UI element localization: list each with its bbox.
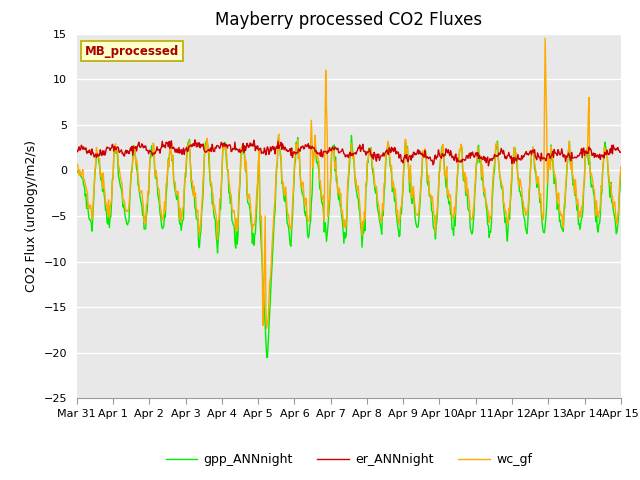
Title: Mayberry processed CO2 Fluxes: Mayberry processed CO2 Fluxes bbox=[215, 11, 483, 29]
wc_gf bbox=[416, 198, 424, 204]
wc_gf bbox=[139, 197, 147, 203]
er_ANNnight bbox=[223, 145, 231, 151]
gpp_ANNnight bbox=[139, 213, 147, 218]
er_ANNnight bbox=[191, 137, 198, 143]
er_ANNnight bbox=[195, 140, 202, 146]
wc_gf bbox=[617, 164, 625, 170]
wc_gf bbox=[541, 35, 549, 41]
er_ANNnight bbox=[431, 152, 439, 158]
er_ANNnight bbox=[416, 148, 424, 154]
Text: MB_processed: MB_processed bbox=[85, 45, 179, 58]
er_ANNnight bbox=[484, 163, 492, 168]
Line: er_ANNnight: er_ANNnight bbox=[77, 140, 621, 166]
gpp_ANNnight bbox=[263, 354, 271, 360]
er_ANNnight bbox=[73, 148, 81, 154]
Legend: gpp_ANNnight, er_ANNnight, wc_gf: gpp_ANNnight, er_ANNnight, wc_gf bbox=[161, 448, 537, 471]
gpp_ANNnight bbox=[617, 169, 625, 175]
gpp_ANNnight bbox=[73, 168, 81, 173]
gpp_ANNnight bbox=[194, 217, 202, 223]
wc_gf bbox=[83, 188, 90, 193]
wc_gf bbox=[73, 162, 81, 168]
gpp_ANNnight bbox=[223, 160, 230, 166]
wc_gf bbox=[194, 207, 202, 213]
gpp_ANNnight bbox=[433, 223, 440, 228]
Line: wc_gf: wc_gf bbox=[77, 38, 621, 328]
er_ANNnight bbox=[617, 149, 625, 155]
Y-axis label: CO2 Flux (urology/m2/s): CO2 Flux (urology/m2/s) bbox=[25, 140, 38, 292]
er_ANNnight bbox=[139, 143, 147, 148]
Line: gpp_ANNnight: gpp_ANNnight bbox=[77, 135, 621, 357]
gpp_ANNnight bbox=[83, 205, 90, 211]
wc_gf bbox=[263, 325, 271, 331]
wc_gf bbox=[223, 151, 230, 157]
gpp_ANNnight bbox=[348, 132, 355, 138]
wc_gf bbox=[431, 230, 439, 236]
er_ANNnight bbox=[83, 150, 90, 156]
gpp_ANNnight bbox=[417, 196, 424, 202]
